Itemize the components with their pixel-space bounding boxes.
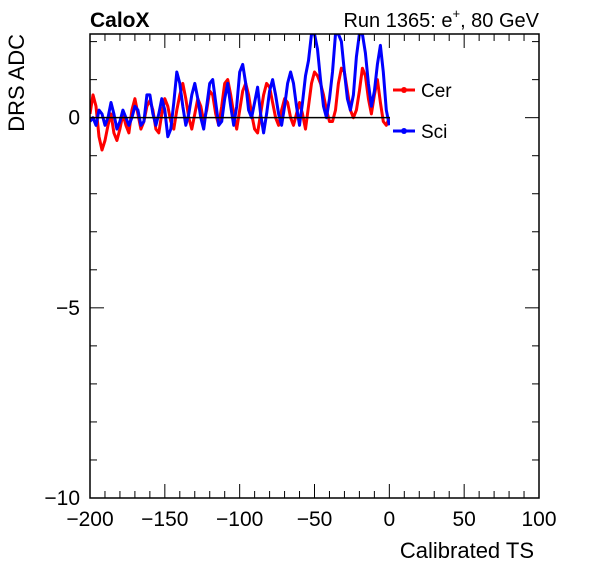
x-tick-label: −200 xyxy=(66,508,113,531)
y-tick-label: 0 xyxy=(68,107,80,130)
legend-cer-marker xyxy=(401,87,407,93)
run-label: Run 1365: e+, 80 GeV xyxy=(343,6,539,32)
x-tick-label: 100 xyxy=(521,508,556,531)
axis-ticks: −200 −150 −100 −50 0 50 100−10−50 xyxy=(44,34,557,531)
x-tick-label: −50 xyxy=(297,508,333,531)
x-axis-title: Calibrated TS xyxy=(400,538,534,563)
x-tick-label: −150 xyxy=(141,508,188,531)
x-tick-label: 50 xyxy=(452,508,475,531)
legend-sci-marker xyxy=(401,128,407,134)
legend: Cer Sci xyxy=(393,81,452,143)
legend-box xyxy=(390,70,539,155)
legend-sci-label: Sci xyxy=(421,122,447,143)
x-tick-label: 0 xyxy=(383,508,395,531)
legend-cer-label: Cer xyxy=(421,81,452,102)
series-sci-line xyxy=(90,34,391,139)
x-tick-label: −100 xyxy=(216,508,263,531)
y-axis-title: DRS ADC xyxy=(4,34,29,132)
experiment-label: CaloX xyxy=(90,9,150,32)
y-tick-label: −5 xyxy=(56,297,80,320)
y-tick-label: −10 xyxy=(44,487,80,510)
